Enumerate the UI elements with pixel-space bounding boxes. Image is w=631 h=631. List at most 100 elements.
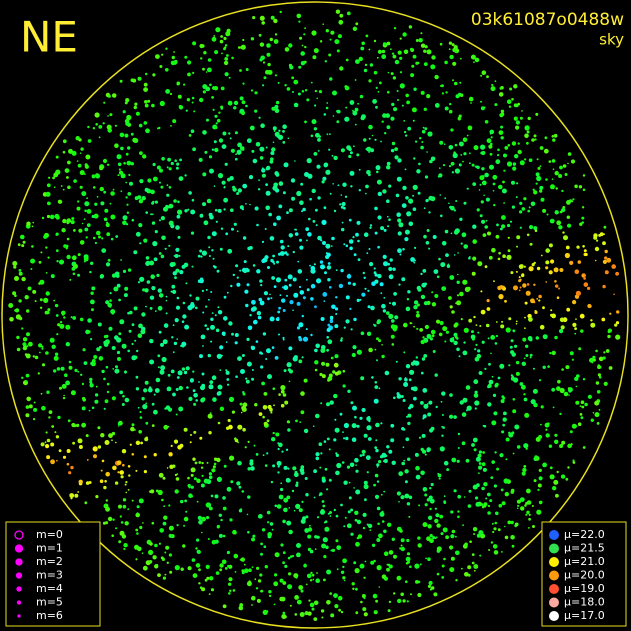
star <box>354 123 357 126</box>
star <box>466 187 469 190</box>
star <box>198 157 203 162</box>
star <box>490 86 496 92</box>
star <box>494 103 498 107</box>
star <box>151 424 155 427</box>
star <box>361 407 366 413</box>
star <box>25 413 30 418</box>
star <box>218 533 223 538</box>
star <box>396 394 402 399</box>
star <box>516 245 518 248</box>
star <box>445 330 449 334</box>
star <box>535 172 540 177</box>
star <box>123 543 128 548</box>
sky-symbol <box>549 530 559 540</box>
star <box>494 342 498 345</box>
star <box>393 27 397 30</box>
star <box>498 130 504 136</box>
star <box>322 241 326 245</box>
star <box>138 323 143 329</box>
star <box>175 388 179 391</box>
star <box>203 51 207 55</box>
star <box>492 544 498 549</box>
star <box>259 300 265 306</box>
star <box>151 521 155 525</box>
star <box>603 233 605 236</box>
star <box>409 565 412 568</box>
star <box>405 93 410 98</box>
star <box>153 409 158 415</box>
star <box>230 284 233 288</box>
star <box>222 131 227 136</box>
star <box>565 245 570 250</box>
star <box>246 138 252 144</box>
star <box>273 129 276 132</box>
star <box>325 362 330 367</box>
star <box>539 165 542 168</box>
star <box>329 515 332 517</box>
star <box>362 512 367 518</box>
star <box>391 343 395 346</box>
star <box>143 470 147 474</box>
star <box>17 243 21 247</box>
star <box>241 354 245 357</box>
star <box>104 399 109 404</box>
star <box>511 431 515 435</box>
star <box>510 535 515 540</box>
star <box>95 495 99 499</box>
star <box>70 390 76 396</box>
star <box>378 586 381 588</box>
star <box>514 522 519 527</box>
star <box>73 179 77 183</box>
star <box>283 615 287 619</box>
star <box>450 205 455 211</box>
star <box>278 306 281 310</box>
star <box>559 387 565 394</box>
star <box>428 400 433 405</box>
star <box>555 284 559 288</box>
star <box>440 532 444 536</box>
star <box>451 43 455 47</box>
star <box>104 339 110 345</box>
star <box>339 13 344 18</box>
star <box>247 325 253 331</box>
star <box>191 198 195 202</box>
star <box>451 171 455 174</box>
star <box>241 208 244 211</box>
star <box>136 505 140 509</box>
star <box>433 269 439 274</box>
star <box>443 460 449 466</box>
star <box>259 573 263 577</box>
star <box>388 550 394 555</box>
star <box>73 229 76 232</box>
star <box>216 476 222 482</box>
star <box>265 183 268 187</box>
star <box>412 119 415 122</box>
star <box>501 215 506 220</box>
star <box>183 524 186 527</box>
star <box>502 180 505 184</box>
star <box>322 537 328 543</box>
star <box>457 510 460 513</box>
star <box>376 56 379 59</box>
star <box>508 105 512 108</box>
star <box>142 404 148 410</box>
star <box>175 413 178 416</box>
star <box>271 147 276 152</box>
star <box>336 49 340 53</box>
star <box>393 292 397 296</box>
star <box>545 281 547 283</box>
star <box>394 59 400 65</box>
star <box>114 481 119 485</box>
star <box>100 201 105 206</box>
star <box>515 360 520 365</box>
star <box>486 75 489 79</box>
star <box>292 250 295 254</box>
star <box>198 582 201 585</box>
star <box>416 303 420 307</box>
star <box>538 476 543 481</box>
star <box>569 351 574 356</box>
star <box>536 175 542 182</box>
star <box>497 285 502 291</box>
star <box>481 340 485 344</box>
star <box>79 152 82 154</box>
